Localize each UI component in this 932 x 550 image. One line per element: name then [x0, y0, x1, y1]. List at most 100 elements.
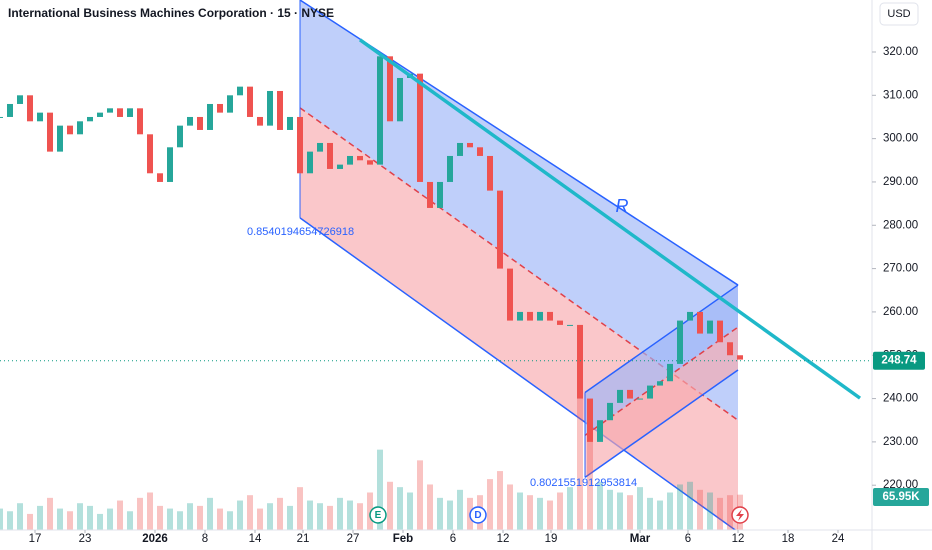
volume-bar [177, 511, 183, 530]
candle [487, 155, 493, 191]
volume-bar [577, 396, 583, 530]
volume-bar [557, 492, 563, 530]
candle [557, 320, 563, 325]
volume-bar [537, 497, 543, 530]
candle [67, 125, 73, 135]
volume-bar [597, 481, 603, 530]
candle [537, 311, 543, 321]
candle [97, 112, 103, 117]
volume-bar [667, 492, 673, 530]
candle [387, 56, 393, 122]
volume-bar [277, 497, 283, 530]
volume-bar [57, 508, 63, 530]
volume-bar [357, 503, 363, 530]
volume-bar [617, 492, 623, 530]
volume-bar [317, 503, 323, 530]
y-tick-label: 240.00 [883, 393, 918, 405]
y-tick-label: 270.00 [883, 263, 918, 275]
candle [637, 398, 643, 400]
volume-bar [717, 497, 723, 530]
currency-box[interactable] [879, 2, 919, 26]
candle [507, 268, 513, 321]
candle [127, 108, 133, 117]
candle [377, 56, 383, 165]
volume-bar [417, 460, 423, 530]
candle [267, 90, 273, 126]
candle [587, 398, 593, 442]
candle [397, 77, 403, 122]
candle [167, 147, 173, 182]
volume-bar [637, 487, 643, 530]
candle [617, 389, 623, 403]
candle [417, 73, 423, 182]
x-tick-label: 12 [497, 533, 510, 545]
candle [107, 108, 113, 113]
candle [57, 125, 63, 152]
volume-bar [207, 497, 213, 530]
y-tick-label: 320.00 [883, 46, 918, 58]
y-tick-label: 260.00 [883, 306, 918, 318]
volume-bar [237, 500, 243, 530]
currency[interactable]: USD [887, 8, 910, 20]
candle [277, 90, 283, 130]
volume-bar [307, 500, 313, 530]
x-tick-label: 19 [545, 533, 558, 545]
volume-bar [87, 505, 93, 530]
volume-bar [117, 500, 123, 530]
volume-bar [437, 497, 443, 530]
volume-bar [527, 495, 533, 530]
volume-bar [187, 503, 193, 530]
candle [147, 134, 153, 174]
candle [87, 116, 93, 122]
candle [357, 155, 363, 161]
x-tick-label: 21 [297, 533, 310, 545]
lightning-icon [736, 509, 744, 521]
volume-bar [167, 508, 173, 530]
volume-bar [427, 484, 433, 530]
candle [367, 160, 373, 165]
volume-bar [127, 511, 133, 530]
volume-bar [17, 503, 23, 530]
candle [17, 95, 23, 104]
candle [517, 311, 523, 321]
event-icon[interactable] [469, 506, 487, 524]
candle [337, 164, 343, 169]
candle [457, 142, 463, 156]
x-tick-label: 6 [685, 533, 691, 545]
candle [427, 181, 433, 208]
candle [347, 155, 353, 165]
volume-bar [157, 505, 163, 530]
volume-bar [387, 481, 393, 530]
candle [647, 385, 653, 399]
candle [0, 116, 3, 118]
y-tick-label: 300.00 [883, 133, 918, 145]
candle [227, 95, 233, 113]
candle [37, 112, 43, 122]
volume-bar [447, 500, 453, 530]
candle [177, 125, 183, 148]
volume-bar [137, 497, 143, 530]
candle [437, 181, 443, 208]
candle [547, 311, 553, 321]
event-label: D [474, 510, 481, 521]
volume-bar [627, 495, 633, 530]
volume-bar [27, 513, 33, 530]
volume-bar [47, 497, 53, 530]
x-tick-label: 17 [29, 533, 42, 545]
candle [207, 103, 213, 130]
volume-bar [247, 495, 253, 530]
candle [197, 116, 203, 130]
candle [157, 173, 163, 182]
event-icon[interactable] [369, 506, 387, 524]
candle [27, 95, 33, 122]
volume-bar [287, 505, 293, 530]
candle [327, 142, 333, 169]
candle [217, 103, 223, 113]
volume-bar [37, 505, 43, 530]
volume-bar [567, 487, 573, 530]
x-tick-label: 23 [79, 533, 92, 545]
candle [477, 147, 483, 156]
candle [667, 363, 673, 382]
y-tick-label: 230.00 [883, 436, 918, 448]
